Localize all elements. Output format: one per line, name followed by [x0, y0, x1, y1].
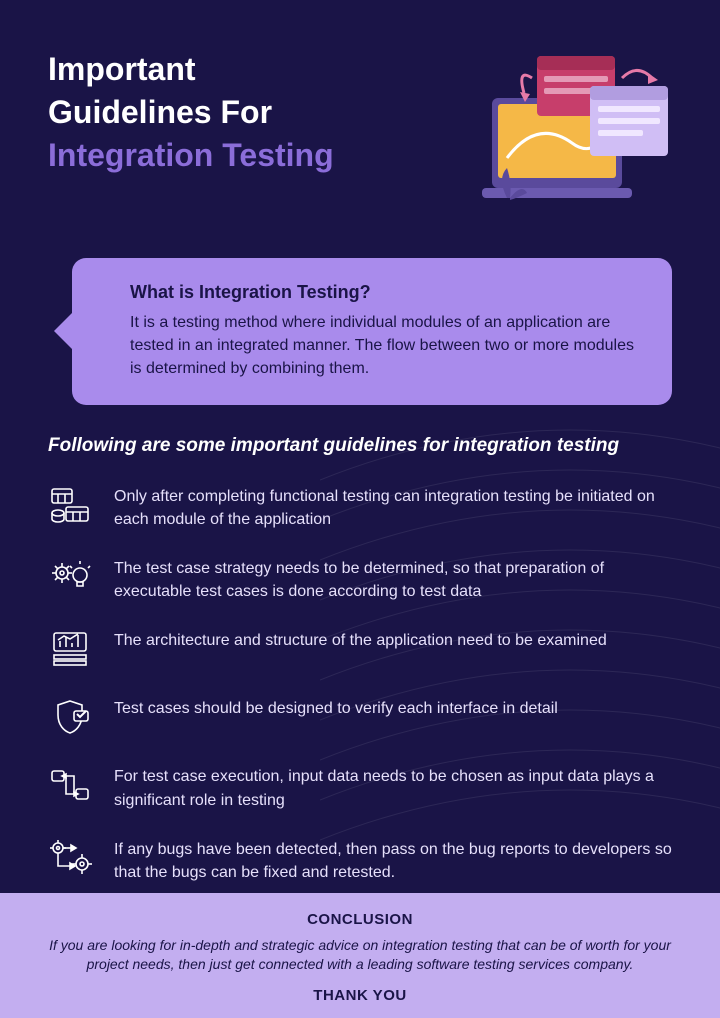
- hero-illustration: [462, 48, 672, 218]
- callout-body: It is a testing method where individual …: [130, 311, 642, 381]
- guideline-row: Test cases should be designed to verify …: [48, 683, 672, 751]
- guideline-text: The architecture and structure of the ap…: [114, 627, 607, 652]
- architecture-icon: [48, 627, 92, 671]
- guideline-row: The architecture and structure of the ap…: [48, 615, 672, 683]
- shield-check-icon: [48, 695, 92, 739]
- footer-body: If you are looking for in-depth and stra…: [48, 936, 672, 975]
- title-line-2: Guidelines For: [48, 91, 462, 134]
- bug-process-icon: [48, 836, 92, 880]
- callout-title: What is Integration Testing?: [130, 282, 642, 303]
- guideline-row: For test case execution, input data need…: [48, 751, 672, 823]
- footer-title: CONCLUSION: [48, 911, 672, 928]
- modules-icon: [48, 483, 92, 527]
- guideline-row: Only after completing functional testing…: [48, 471, 672, 543]
- guideline-text: If any bugs have been detected, then pas…: [114, 836, 672, 884]
- title-line-3: Integration Testing: [48, 134, 462, 177]
- guideline-row: If any bugs have been detected, then pas…: [48, 824, 672, 896]
- definition-callout: What is Integration Testing? It is a tes…: [72, 258, 672, 405]
- footer-thanks: THANK YOU: [48, 987, 672, 1004]
- guidelines-subhead: Following are some important guidelines …: [0, 405, 720, 471]
- title-line-1: Important: [48, 48, 462, 91]
- guideline-row: The test case strategy needs to be deter…: [48, 543, 672, 615]
- guideline-text: For test case execution, input data need…: [114, 763, 672, 811]
- gears-bulb-icon: [48, 555, 92, 599]
- guideline-text: Only after completing functional testing…: [114, 483, 672, 531]
- title-block: Important Guidelines For Integration Tes…: [48, 48, 462, 178]
- header: Important Guidelines For Integration Tes…: [0, 0, 720, 238]
- footer: CONCLUSION If you are looking for in-dep…: [0, 893, 720, 1018]
- data-flow-icon: [48, 763, 92, 807]
- guideline-text: The test case strategy needs to be deter…: [114, 555, 672, 603]
- callout-notch-decoration: [54, 307, 78, 355]
- guidelines-list: Only after completing functional testing…: [0, 471, 720, 897]
- guideline-text: Test cases should be designed to verify …: [114, 695, 558, 720]
